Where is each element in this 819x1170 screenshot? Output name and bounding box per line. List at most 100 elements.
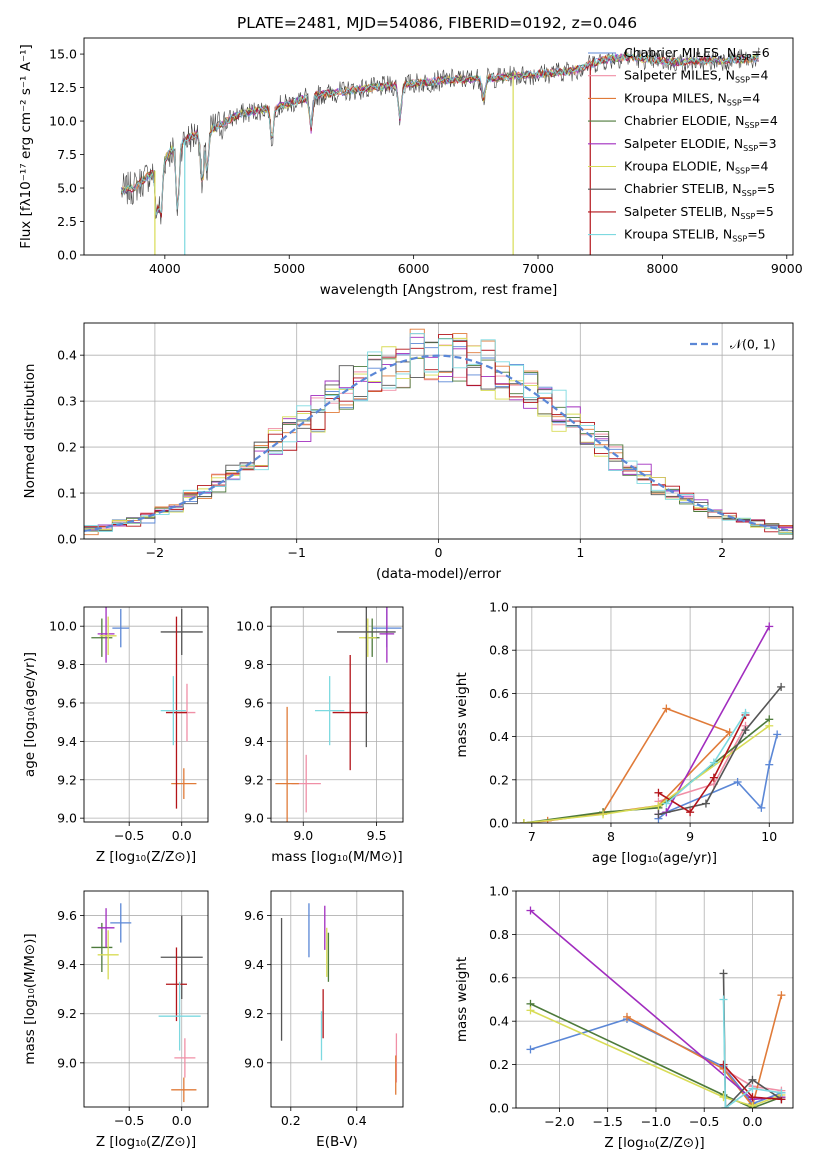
y-tick-label: 10.0	[236, 619, 264, 634]
legend-label: Chabrier MILES, N	[624, 45, 736, 60]
x-tick-label: 4000	[149, 261, 181, 276]
y-tick-label: 9.2	[244, 772, 264, 787]
legend-entry: Kroupa ELODIE, NSSP=4	[624, 159, 768, 176]
normal-reference-curve	[84, 354, 793, 533]
spectrum-title: PLATE=2481, MJD=54086, FIBERID=0192, z=0…	[237, 14, 637, 32]
legend-count: 6	[762, 45, 770, 60]
x-tick-label: 0.0	[172, 1113, 192, 1128]
series-line	[530, 1009, 782, 1107]
x-axis-label: age [log₁₀(age/yr)]	[592, 850, 717, 866]
legend-entry: Salpeter MILES, NSSP=4	[624, 68, 768, 85]
y-tick-label: 0.6	[489, 686, 509, 701]
legend-equals: =	[751, 45, 761, 60]
legend-entry: Chabrier MILES, NSSP=6	[624, 45, 770, 62]
panel-weight-z: −2.0 −1.5 −1.0 −0.5 0.0 0.0 0.2 0.4 0.6 0.8 1.0 Z […	[454, 884, 794, 1151]
x-tick-label: 5000	[273, 261, 305, 276]
data-layer	[275, 607, 402, 822]
legend-label: Kroupa STELIB, N	[624, 227, 732, 242]
panel-mass-ebv: 0.2 0.4 9.0 9.2 9.4 9.6 E(B-V)	[244, 890, 404, 1150]
x-axis-label: Z [log₁₀(Z/Z⊙)]	[604, 1135, 704, 1151]
y-tick-label: 1.0	[489, 884, 509, 899]
x-tick-label: 9.0	[293, 828, 313, 843]
axes-frame	[270, 890, 404, 1108]
x-tick-label: 0	[435, 545, 443, 560]
y-tick-label: 9.2	[244, 1006, 264, 1021]
x-tick-label: 1	[576, 545, 584, 560]
x-tick-label: 9	[686, 829, 694, 844]
legend-equals: =	[750, 68, 760, 83]
legend-equals: =	[757, 181, 767, 196]
legend-equals: =	[759, 113, 769, 128]
legend-subscript: SSP	[727, 98, 742, 107]
y-tick-label: 9.4	[244, 957, 264, 972]
x-tick-label: 8	[607, 829, 615, 844]
legend-subscript: SSP	[735, 167, 750, 176]
legend-subscript: SSP	[736, 53, 751, 62]
data-layer	[519, 622, 786, 823]
legend-equals: =	[755, 204, 765, 219]
panel-age-z: −0.5 0.0 9.0 9.2 9.4 9.6 9.8 10.0 Z [log₁₀(Z/Z⊙)…	[22, 606, 209, 865]
y-tick-label: 0.2	[489, 1057, 509, 1072]
y-tick-label: 10.0	[49, 114, 77, 129]
y-tick-label: 9.6	[244, 908, 264, 923]
y-tick-label: 0.0	[489, 816, 509, 831]
y-tick-label: 2.5	[57, 214, 77, 229]
y-axis-label: mass weight	[454, 672, 470, 757]
panel-mass-z: −0.5 0.0 9.0 9.2 9.4 9.6 Z [log₁₀(Z/Z⊙)] mass […	[22, 890, 209, 1150]
y-tick-label: 5.0	[57, 181, 77, 196]
axes-frame	[515, 890, 794, 1109]
y-tick-label: 9.4	[244, 734, 264, 749]
x-axis-label: wavelength [Angstrom, rest frame]	[320, 282, 558, 298]
axes-frame	[83, 322, 794, 540]
y-tick-label: 9.8	[57, 657, 77, 672]
panel-weight-age: 7 8 9 10 0.0 0.2 0.4 0.6 0.8 1.0 age [log₁₀(age/yr…	[454, 600, 794, 866]
y-tick-label: 0.0	[57, 532, 77, 547]
legend-entry: Salpeter STELIB, NSSP=5	[624, 204, 774, 221]
y-tick-label: 9.2	[57, 772, 77, 787]
axes-frame	[83, 606, 209, 823]
y-axis-label: Flux [fλ10⁻¹⁷ erg cm⁻² s⁻¹ A⁻¹]	[18, 44, 34, 249]
x-tick-label: −1.0	[641, 1114, 671, 1129]
data-layer	[526, 906, 786, 1108]
x-tick-label: −2.0	[544, 1114, 574, 1129]
y-tick-label: 0.0	[489, 1101, 509, 1116]
legend-label: Kroupa MILES, N	[624, 90, 727, 105]
legend-subscript: SSP	[735, 76, 750, 85]
panel-residuals: −2 −1 0 1 2 0.0 0.1 0.2 0.3 0.4 (data-model)/error…	[22, 322, 794, 582]
y-tick-label: 9.0	[57, 1055, 77, 1070]
y-tick-label: 9.6	[57, 908, 77, 923]
series-line	[658, 714, 747, 814]
x-tick-label: 6000	[398, 261, 430, 276]
legend-equals: =	[758, 136, 768, 151]
y-tick-label: 0.6	[489, 970, 509, 985]
legend-count: 5	[767, 181, 775, 196]
legend-count: 4	[760, 68, 768, 83]
data-layer	[120, 47, 760, 255]
y-tick-label: 10.0	[49, 619, 77, 634]
x-axis-label: Z [log₁₀(Z/Z⊙)]	[96, 1134, 196, 1150]
axes-frame	[83, 890, 209, 1108]
legend-entry: 𝒩(0, 1)	[730, 337, 776, 352]
series-line	[658, 725, 747, 803]
y-tick-label: 0.8	[489, 927, 509, 942]
legend-subscript: SSP	[740, 212, 755, 221]
y-tick-label: 0.2	[489, 772, 509, 787]
y-tick-label: 9.0	[244, 1055, 264, 1070]
legend-entry: Chabrier ELODIE, NSSP=4	[624, 113, 778, 130]
x-axis-label: (data-model)/error	[376, 566, 502, 582]
legend-subscript: SSP	[744, 121, 759, 130]
y-tick-label: 0.2	[57, 440, 77, 455]
x-axis-label: Z [log₁₀(Z/Z⊙)]	[96, 849, 196, 865]
y-tick-label: 9.4	[57, 734, 77, 749]
y-tick-label: 0.4	[489, 1014, 509, 1029]
x-tick-label: 0.4	[347, 1113, 367, 1128]
x-tick-label: 2	[718, 545, 726, 560]
x-tick-label: 10	[761, 829, 777, 844]
y-tick-label: 0.8	[489, 643, 509, 658]
series-line	[658, 686, 782, 816]
x-tick-label: −0.5	[114, 1113, 144, 1128]
y-tick-label: 9.6	[244, 695, 264, 710]
panel-spectrum: 4000 5000 6000 7000 8000 9000 0.0 2.5 5.0 7.5 10.0…	[18, 37, 803, 298]
y-tick-label: 0.4	[57, 348, 77, 363]
